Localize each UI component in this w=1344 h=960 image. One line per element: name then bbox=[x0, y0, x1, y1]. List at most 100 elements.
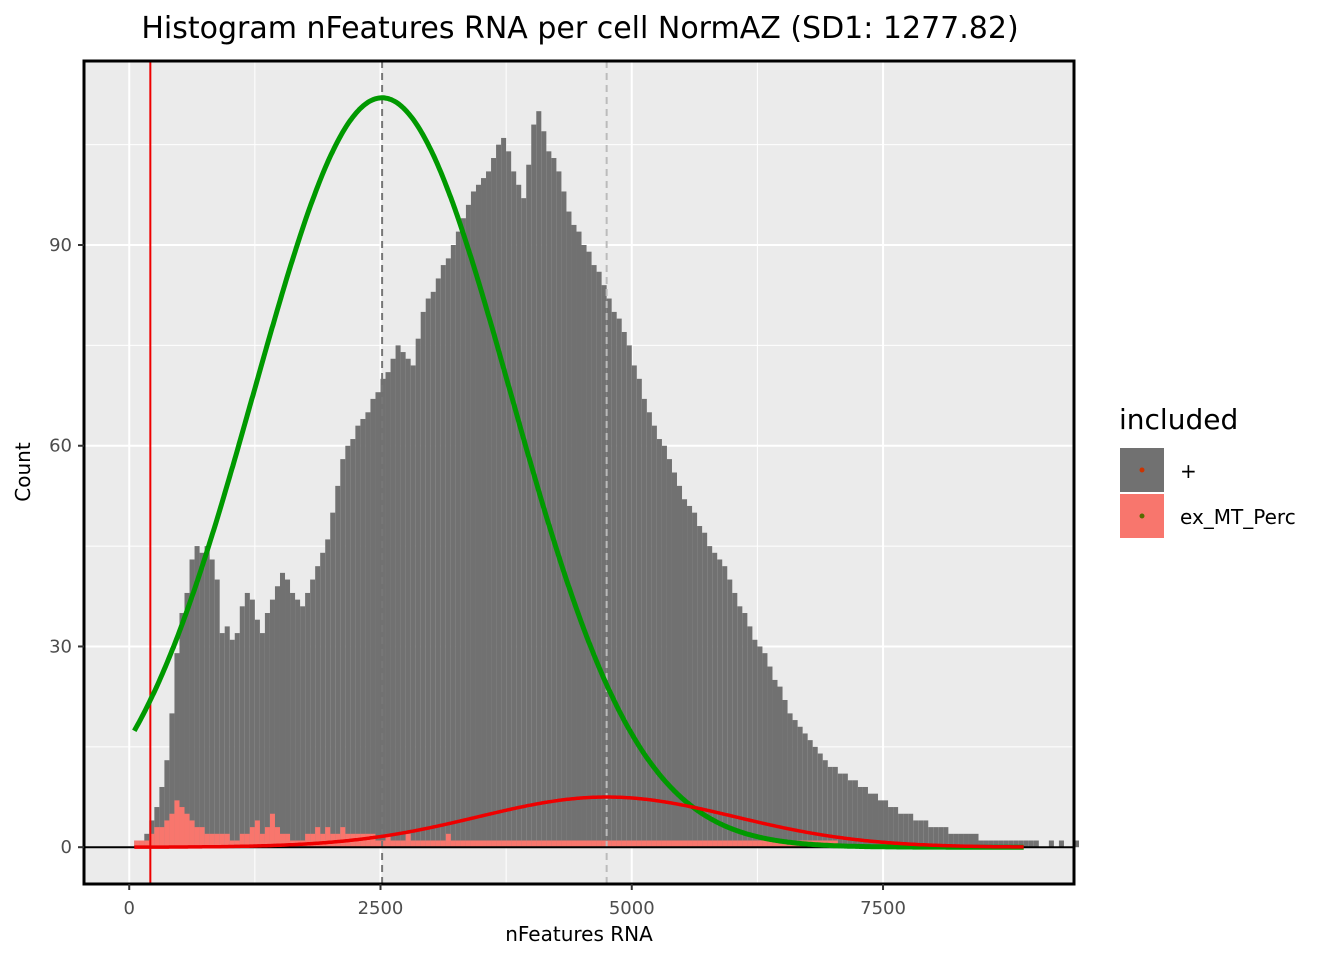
bar-included bbox=[928, 827, 934, 848]
chart-title: Histogram nFeatures RNA per cell NormAZ … bbox=[141, 11, 1018, 46]
bar-included bbox=[888, 807, 894, 848]
bar-ex-mt-perc bbox=[269, 813, 275, 848]
bar-included bbox=[601, 285, 607, 848]
bar-included bbox=[219, 633, 225, 848]
bar-ex-mt-perc bbox=[455, 840, 461, 848]
bar-included bbox=[913, 820, 919, 848]
bar-ex-mt-perc bbox=[204, 833, 210, 848]
bar-included bbox=[425, 298, 431, 848]
bar-ex-mt-perc bbox=[385, 833, 391, 848]
bar-included bbox=[767, 666, 773, 848]
bar-ex-mt-perc bbox=[606, 840, 612, 848]
bar-ex-mt-perc bbox=[692, 840, 698, 848]
bar-included bbox=[958, 833, 964, 848]
bar-included bbox=[400, 352, 406, 848]
bar-included bbox=[918, 820, 924, 848]
bar-included bbox=[450, 245, 456, 848]
x-axis-title: nFeatures RNA bbox=[505, 922, 653, 946]
bar-included bbox=[546, 151, 552, 848]
bar-included bbox=[249, 599, 255, 848]
bar-included bbox=[556, 171, 562, 848]
bar-included bbox=[636, 378, 642, 848]
bar-included bbox=[948, 833, 954, 848]
bar-ex-mt-perc bbox=[264, 827, 270, 848]
bar-included bbox=[239, 606, 245, 848]
bar-ex-mt-perc bbox=[712, 840, 718, 848]
bar-ex-mt-perc bbox=[365, 833, 371, 848]
bar-ex-mt-perc bbox=[405, 833, 411, 848]
bar-ex-mt-perc bbox=[561, 840, 567, 848]
bar-ex-mt-perc bbox=[581, 840, 587, 848]
y-axis-title: Count bbox=[11, 442, 35, 502]
bar-included bbox=[365, 412, 371, 848]
bar-included bbox=[310, 579, 316, 848]
bar-included bbox=[340, 459, 346, 848]
bar-included bbox=[641, 398, 647, 848]
bar-ex-mt-perc bbox=[551, 840, 557, 848]
bar-ex-mt-perc bbox=[626, 840, 632, 848]
bar-ex-mt-perc bbox=[169, 813, 175, 848]
bar-ex-mt-perc bbox=[526, 840, 532, 848]
bar-included bbox=[687, 505, 693, 848]
legend-label-ex-mt-perc: ex_MT_Perc bbox=[1180, 505, 1296, 529]
bar-ex-mt-perc bbox=[496, 840, 502, 848]
bar-included bbox=[244, 592, 250, 848]
bar-included bbox=[274, 586, 280, 848]
bar-ex-mt-perc bbox=[470, 840, 476, 848]
bar-included bbox=[666, 459, 672, 848]
bar-included bbox=[345, 445, 351, 848]
bar-ex-mt-perc bbox=[425, 840, 431, 848]
bar-ex-mt-perc bbox=[506, 840, 512, 848]
y-tick-label: 30 bbox=[49, 636, 72, 657]
bar-ex-mt-perc bbox=[229, 840, 235, 848]
bar-ex-mt-perc bbox=[460, 840, 466, 848]
bar-ex-mt-perc bbox=[722, 840, 728, 848]
x-tick-label: 7500 bbox=[860, 898, 906, 919]
bar-included bbox=[229, 639, 235, 848]
bar-included bbox=[661, 445, 667, 848]
bar-included bbox=[561, 191, 567, 848]
legend: included + ex_MT_Perc bbox=[1119, 403, 1296, 538]
bar-included bbox=[1033, 840, 1039, 848]
bar-ex-mt-perc bbox=[420, 840, 426, 848]
bar-included bbox=[179, 613, 185, 848]
bar-included bbox=[199, 552, 205, 848]
histogram-bars bbox=[134, 111, 1080, 848]
bar-ex-mt-perc bbox=[651, 840, 657, 848]
bar-included bbox=[727, 579, 733, 848]
bar-included bbox=[370, 398, 376, 848]
bar-ex-mt-perc bbox=[134, 840, 140, 848]
bar-ex-mt-perc bbox=[767, 840, 773, 848]
bar-ex-mt-perc bbox=[566, 840, 572, 848]
bar-included bbox=[837, 773, 843, 848]
bar-ex-mt-perc bbox=[752, 840, 758, 848]
bar-ex-mt-perc bbox=[475, 840, 482, 848]
bar-ex-mt-perc bbox=[486, 840, 492, 848]
bar-included bbox=[651, 425, 657, 848]
bar-included bbox=[998, 840, 1004, 848]
bar-included bbox=[566, 211, 572, 848]
bar-included bbox=[742, 613, 748, 848]
bar-included bbox=[194, 546, 200, 848]
bar-ex-mt-perc bbox=[370, 833, 376, 848]
bar-included bbox=[204, 546, 210, 848]
bar-included bbox=[1028, 840, 1034, 848]
bar-ex-mt-perc bbox=[375, 840, 381, 848]
bar-ex-mt-perc bbox=[631, 840, 637, 848]
bar-included bbox=[978, 840, 984, 848]
legend-dot-ex-mt-perc bbox=[1139, 513, 1145, 519]
bar-ex-mt-perc bbox=[214, 833, 220, 848]
bar-ex-mt-perc bbox=[601, 840, 607, 848]
bar-included bbox=[355, 425, 361, 848]
bar-ex-mt-perc bbox=[274, 827, 280, 848]
bar-included bbox=[460, 218, 466, 848]
y-tick-label: 60 bbox=[49, 436, 72, 457]
bar-ex-mt-perc bbox=[400, 840, 406, 848]
bar-included bbox=[963, 833, 969, 848]
bar-included bbox=[973, 833, 979, 848]
bar-included bbox=[908, 813, 914, 848]
bar-included bbox=[501, 137, 507, 848]
bar-included bbox=[440, 265, 446, 848]
bar-included bbox=[1048, 840, 1054, 848]
bar-included bbox=[526, 164, 532, 848]
